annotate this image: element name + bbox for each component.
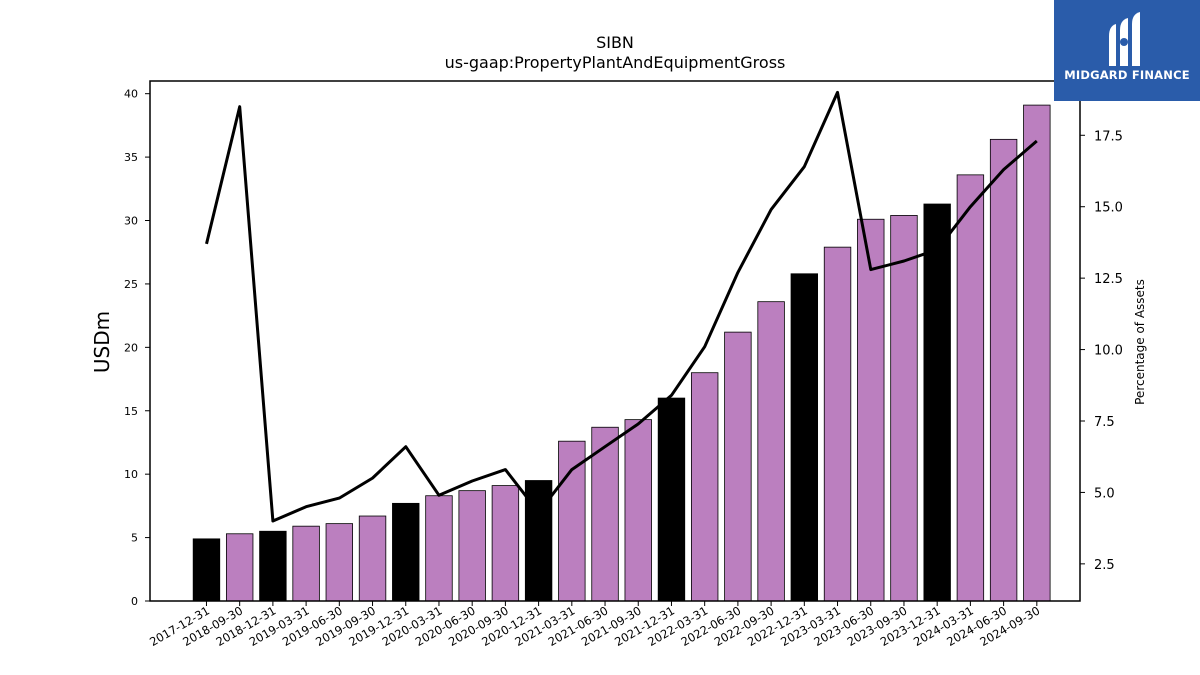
plot-frame [149, 80, 1081, 602]
y-tick-label: 35 [124, 151, 138, 164]
y-tick-label: 0 [131, 595, 138, 608]
y-tick-label: 10 [124, 468, 138, 481]
y2-tick-label: 15.0 [1094, 201, 1123, 216]
bar-2023-12-31 [923, 203, 951, 602]
bar-2023-06-30 [857, 218, 885, 602]
y2-tick-label: 7.5 [1094, 415, 1115, 430]
bar-2022-03-31 [690, 372, 719, 602]
chart-title: SIBN [596, 33, 634, 52]
chart-subtitle: us-gaap:PropertyPlantAndEquipmentGross [445, 53, 786, 72]
bar-2020-06-30 [458, 490, 486, 602]
bar-2023-09-30 [890, 215, 918, 602]
bar-2022-06-30 [724, 331, 752, 602]
y2-tick-label: 17.5 [1094, 129, 1123, 144]
bar-2020-03-31 [425, 495, 453, 602]
bar-2022-09-30 [757, 301, 785, 602]
y2-axis-label: Percentage of Assets [1133, 279, 1147, 405]
bar-2023-03-31 [823, 246, 852, 602]
y2-tick-label: 5.0 [1094, 486, 1115, 501]
bar-2024-09-30 [1023, 104, 1051, 602]
y2-tick-label: 10.0 [1094, 344, 1123, 359]
y2-tick-label: 12.5 [1094, 272, 1123, 287]
y-axis-label: USDm [90, 311, 114, 373]
y2-tick-label: 2.5 [1094, 558, 1115, 573]
bar-2019-12-31 [392, 502, 420, 602]
bar-2019-03-31 [292, 525, 320, 602]
pct-assets-line [205, 90, 1038, 523]
bar-2021-09-30 [624, 419, 652, 602]
bar-2024-06-30 [989, 138, 1018, 602]
brand-logo: MIDGARD FINANCE [1054, 0, 1200, 101]
bar-2017-12-31 [192, 538, 221, 602]
bar-2022-12-31 [790, 273, 819, 602]
bar-2019-06-30 [325, 523, 354, 602]
y-tick-label: 30 [124, 215, 138, 228]
y-tick-label: 15 [124, 405, 138, 418]
y-tick-label: 40 [124, 88, 138, 101]
bar-2024-03-31 [956, 174, 985, 602]
y-tick-label: 5 [131, 532, 138, 545]
bar-2019-09-30 [358, 515, 387, 602]
line-layer [205, 90, 1038, 523]
bar-2021-06-30 [591, 426, 619, 602]
y-tick-label: 25 [124, 278, 138, 291]
bar-2018-09-30 [225, 533, 254, 602]
bar-2021-03-31 [558, 440, 586, 602]
brand-mark-icon [1109, 12, 1140, 66]
y-tick-label: 20 [124, 341, 138, 354]
bar-2021-12-31 [657, 397, 686, 602]
bar-2020-09-30 [491, 485, 520, 602]
bar-2018-12-31 [259, 530, 287, 602]
brand-name: MIDGARD FINANCE [1064, 68, 1190, 82]
bars-layer [192, 104, 1051, 602]
